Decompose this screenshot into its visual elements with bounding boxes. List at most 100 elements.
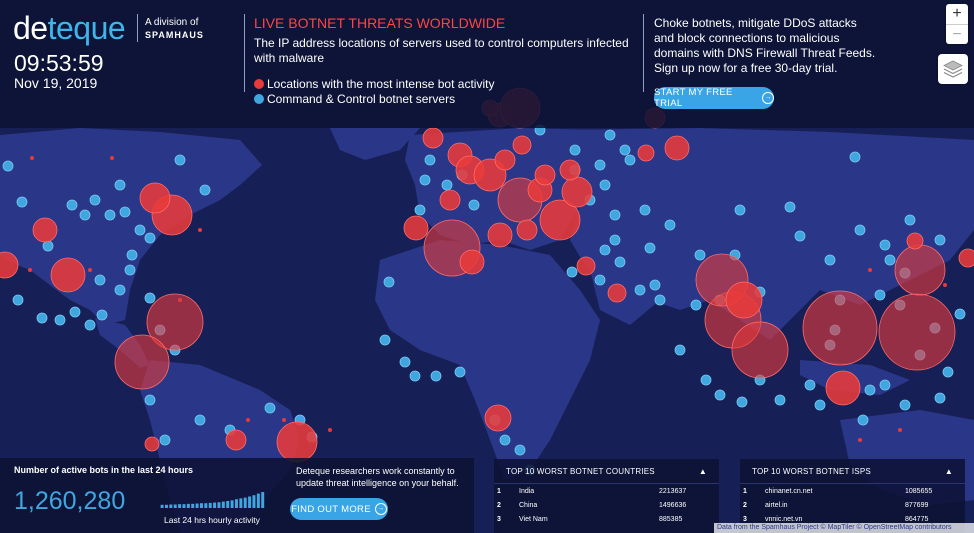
cc-server-marker[interactable] bbox=[609, 234, 621, 246]
cc-server-marker[interactable] bbox=[784, 201, 796, 213]
cc-server-marker[interactable] bbox=[134, 224, 146, 236]
bot-activity-marker[interactable] bbox=[516, 219, 538, 241]
cc-server-marker[interactable] bbox=[126, 249, 138, 261]
bot-activity-marker[interactable] bbox=[32, 217, 58, 243]
cc-server-marker[interactable] bbox=[774, 394, 786, 406]
cc-server-marker[interactable] bbox=[66, 199, 78, 211]
cc-server-marker[interactable] bbox=[690, 299, 702, 311]
cc-server-marker[interactable] bbox=[264, 402, 276, 414]
deteque-logo[interactable]: deteque bbox=[13, 10, 126, 47]
cc-server-marker[interactable] bbox=[934, 234, 946, 246]
cc-server-marker[interactable] bbox=[454, 366, 466, 378]
bot-activity-marker[interactable] bbox=[178, 298, 182, 302]
cc-server-marker[interactable] bbox=[414, 204, 426, 216]
worst-countries-header[interactable]: TOP 10 WORST BOTNET COUNTRIES ▲ bbox=[494, 459, 719, 484]
cc-server-marker[interactable] bbox=[904, 214, 916, 226]
cc-server-marker[interactable] bbox=[399, 356, 411, 368]
cc-server-marker[interactable] bbox=[674, 344, 686, 356]
cc-server-marker[interactable] bbox=[814, 399, 826, 411]
bot-activity-marker[interactable] bbox=[144, 436, 160, 452]
cc-server-marker[interactable] bbox=[114, 179, 126, 191]
cc-server-marker[interactable] bbox=[2, 160, 14, 172]
cc-server-marker[interactable] bbox=[430, 370, 442, 382]
cc-server-marker[interactable] bbox=[174, 154, 186, 166]
cc-server-marker[interactable] bbox=[89, 194, 101, 206]
bot-activity-marker[interactable] bbox=[878, 293, 956, 371]
bot-activity-marker[interactable] bbox=[328, 428, 332, 432]
cc-server-marker[interactable] bbox=[144, 394, 156, 406]
cc-server-marker[interactable] bbox=[16, 196, 28, 208]
cc-server-marker[interactable] bbox=[879, 239, 891, 251]
layers-button[interactable] bbox=[938, 54, 968, 84]
spamhaus-logo[interactable]: SPAMHAUS bbox=[145, 30, 204, 40]
bot-activity-marker[interactable] bbox=[725, 281, 763, 319]
cc-server-marker[interactable] bbox=[569, 144, 581, 156]
zoom-in-button[interactable]: + bbox=[952, 5, 962, 22]
cc-server-marker[interactable] bbox=[409, 370, 421, 382]
bot-activity-marker[interactable] bbox=[906, 232, 924, 250]
bot-activity-marker[interactable] bbox=[276, 421, 318, 463]
cc-server-marker[interactable] bbox=[499, 434, 511, 446]
cc-server-marker[interactable] bbox=[199, 184, 211, 196]
bot-activity-marker[interactable] bbox=[894, 244, 946, 296]
map-attribution[interactable]: Data from the Spamhaus Project © MapTile… bbox=[714, 523, 974, 533]
cc-server-marker[interactable] bbox=[854, 224, 866, 236]
bot-activity-marker[interactable] bbox=[88, 268, 92, 272]
cc-server-marker[interactable] bbox=[36, 312, 48, 324]
bot-activity-marker[interactable] bbox=[607, 283, 627, 303]
bot-activity-marker[interactable] bbox=[494, 149, 516, 171]
cc-server-marker[interactable] bbox=[694, 249, 706, 261]
cc-server-marker[interactable] bbox=[12, 294, 24, 306]
cc-server-marker[interactable] bbox=[824, 254, 836, 266]
bot-activity-marker[interactable] bbox=[198, 228, 202, 232]
bot-activity-marker[interactable] bbox=[958, 248, 974, 268]
cc-server-marker[interactable] bbox=[599, 179, 611, 191]
cc-server-marker[interactable] bbox=[424, 154, 436, 166]
cc-server-marker[interactable] bbox=[566, 266, 578, 278]
cc-server-marker[interactable] bbox=[639, 204, 651, 216]
cc-server-marker[interactable] bbox=[96, 309, 108, 321]
cc-server-marker[interactable] bbox=[594, 159, 606, 171]
collapse-triangle-icon[interactable]: ▲ bbox=[698, 466, 707, 476]
cc-server-marker[interactable] bbox=[736, 396, 748, 408]
cc-server-marker[interactable] bbox=[954, 308, 966, 320]
cc-server-marker[interactable] bbox=[804, 379, 816, 391]
cc-server-marker[interactable] bbox=[879, 379, 891, 391]
bot-activity-marker[interactable] bbox=[561, 176, 593, 208]
cc-server-marker[interactable] bbox=[79, 209, 91, 221]
cc-server-marker[interactable] bbox=[619, 144, 631, 156]
bot-activity-marker[interactable] bbox=[898, 428, 902, 432]
bot-activity-marker[interactable] bbox=[731, 321, 789, 379]
cc-server-marker[interactable] bbox=[594, 274, 606, 286]
bot-activity-marker[interactable] bbox=[858, 438, 862, 442]
cc-server-marker[interactable] bbox=[644, 242, 656, 254]
cc-server-marker[interactable] bbox=[794, 230, 806, 242]
cc-server-marker[interactable] bbox=[54, 314, 66, 326]
cc-server-marker[interactable] bbox=[114, 284, 126, 296]
bot-activity-marker[interactable] bbox=[110, 156, 114, 160]
cc-server-marker[interactable] bbox=[899, 399, 911, 411]
worst-isps-header[interactable]: TOP 10 WORST BOTNET ISPS ▲ bbox=[740, 459, 965, 484]
bot-activity-marker[interactable] bbox=[28, 268, 32, 272]
bot-activity-marker[interactable] bbox=[439, 189, 461, 211]
cc-server-marker[interactable] bbox=[654, 294, 666, 306]
bot-activity-marker[interactable] bbox=[512, 135, 532, 155]
bot-activity-marker[interactable] bbox=[943, 283, 947, 287]
bot-activity-marker[interactable] bbox=[139, 182, 171, 214]
start-free-trial-button[interactable]: START MY FREE TRIAL → bbox=[654, 87, 774, 109]
cc-server-marker[interactable] bbox=[104, 209, 116, 221]
collapse-triangle-icon[interactable]: ▲ bbox=[944, 466, 953, 476]
cc-server-marker[interactable] bbox=[159, 434, 171, 446]
cc-server-marker[interactable] bbox=[614, 256, 626, 268]
bot-activity-marker[interactable] bbox=[146, 293, 204, 351]
bot-activity-marker[interactable] bbox=[225, 429, 247, 451]
cc-server-marker[interactable] bbox=[649, 279, 661, 291]
cc-server-marker[interactable] bbox=[194, 414, 206, 426]
cc-server-marker[interactable] bbox=[864, 384, 876, 396]
bot-activity-marker[interactable] bbox=[534, 164, 556, 186]
cc-server-marker[interactable] bbox=[379, 334, 391, 346]
cc-server-marker[interactable] bbox=[874, 289, 886, 301]
bot-activity-marker[interactable] bbox=[114, 334, 170, 390]
bot-activity-marker[interactable] bbox=[30, 156, 34, 160]
cc-server-marker[interactable] bbox=[734, 204, 746, 216]
